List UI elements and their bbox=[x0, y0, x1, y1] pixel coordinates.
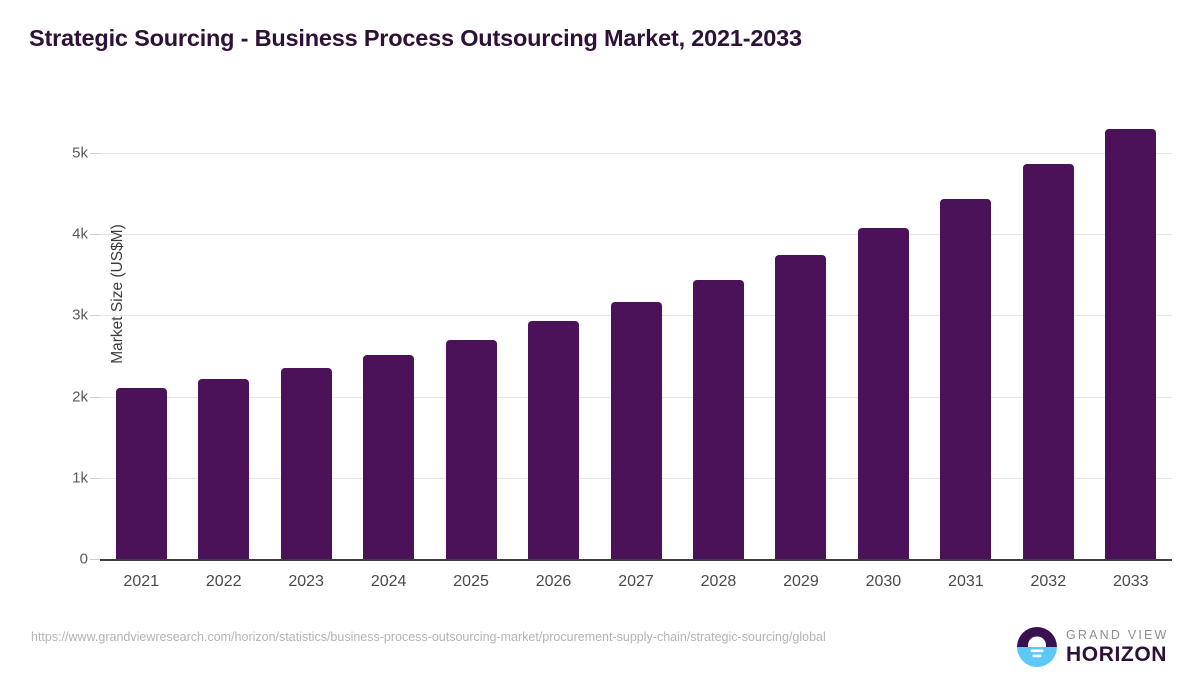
y-tick-mark bbox=[90, 315, 100, 317]
bar[interactable] bbox=[692, 280, 744, 559]
x-tick-label: 2030 bbox=[865, 573, 902, 590]
x-tick-label: 2021 bbox=[123, 573, 160, 590]
bar[interactable] bbox=[940, 199, 992, 559]
y-tick-mark bbox=[90, 477, 100, 479]
y-tick-label: 3k bbox=[72, 306, 88, 324]
y-tick-mark bbox=[90, 396, 100, 398]
y-tick-mark bbox=[90, 559, 100, 560]
x-tick-label: 2023 bbox=[288, 573, 324, 590]
x-tick-label: 2026 bbox=[535, 573, 572, 590]
horizon-logo-icon bbox=[1017, 627, 1057, 667]
x-tick-label: 2022 bbox=[205, 573, 242, 590]
x-tick-label: 2027 bbox=[618, 573, 654, 590]
logo-horizon: HORIZON bbox=[1066, 643, 1168, 666]
y-tick-label: 4k bbox=[72, 225, 88, 243]
brand-logo[interactable]: GRAND VIEW HORIZON bbox=[1014, 624, 1174, 670]
bar[interactable] bbox=[445, 339, 497, 559]
bar[interactable] bbox=[857, 228, 909, 559]
x-tick-label: 2029 bbox=[783, 573, 819, 590]
y-tick-mark bbox=[90, 234, 100, 235]
bar[interactable] bbox=[198, 378, 250, 559]
bar[interactable] bbox=[363, 355, 415, 559]
y-tick-label: 1k bbox=[72, 469, 88, 487]
x-tick-label: 2031 bbox=[948, 573, 984, 590]
x-tick-label: 2024 bbox=[370, 573, 407, 590]
logo-wordmark: GRAND VIEW HORIZON bbox=[1066, 628, 1169, 666]
page-title: Strategic Sourcing - Business Process Ou… bbox=[29, 25, 802, 51]
bars-group bbox=[100, 104, 1172, 559]
x-tick-label: 2025 bbox=[453, 573, 489, 590]
bar[interactable] bbox=[1105, 129, 1157, 559]
x-tick-label: 2032 bbox=[1030, 573, 1067, 590]
x-tick-label: 2033 bbox=[1112, 573, 1149, 590]
bar[interactable] bbox=[115, 388, 167, 559]
y-tick-label: 2k bbox=[72, 388, 88, 405]
bar[interactable] bbox=[775, 255, 827, 559]
logo-grand-view: GRAND VIEW bbox=[1066, 628, 1169, 642]
bar[interactable] bbox=[528, 320, 580, 559]
bar[interactable] bbox=[1022, 164, 1074, 559]
y-axis-ticks: 0 1k 2k 3k 4k 5k bbox=[40, 0, 88, 675]
gridline bbox=[100, 152, 1172, 154]
y-tick-label: 5k bbox=[72, 144, 88, 162]
y-tick-label: 0 bbox=[79, 550, 88, 568]
bar[interactable] bbox=[610, 302, 662, 559]
x-axis-line bbox=[100, 559, 1172, 561]
gridline bbox=[100, 234, 1172, 235]
x-tick-label: 2028 bbox=[700, 573, 737, 590]
bar[interactable] bbox=[280, 368, 332, 559]
y-tick-mark bbox=[90, 152, 100, 154]
source-url[interactable]: https://www.grandviewresearch.com/horizo… bbox=[31, 630, 826, 644]
